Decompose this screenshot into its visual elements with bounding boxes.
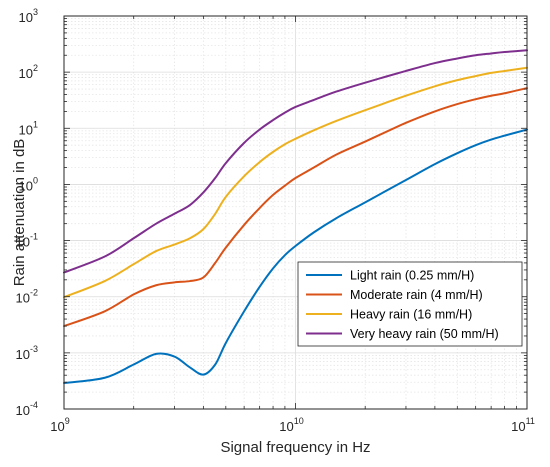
series-line-3 — [63, 66, 528, 299]
y-tick-label: 10-2 — [16, 288, 38, 306]
legend: Light rain (0.25 mm/H) Moderate rain (4 m… — [297, 261, 523, 347]
x-tick-label: 109 — [50, 416, 69, 434]
y-tick-label: 100 — [19, 175, 38, 193]
y-tick-label: 10-4 — [16, 400, 38, 418]
y-tick-label: 10-3 — [16, 344, 38, 362]
series-line-1 — [63, 128, 528, 385]
y-tick-label: 101 — [19, 119, 38, 137]
legend-label: Moderate rain (4 mm/H) — [350, 288, 483, 302]
legend-label: Heavy rain (16 mm/H) — [350, 308, 472, 322]
tick-labels: 109 1010 1011 10-4 10-3 10-2 10-1 100 101 102 103 — [16, 7, 535, 434]
y-axis-label: Rain attenuation in dB — [11, 139, 28, 287]
y-tick-label: 10-1 — [16, 232, 38, 250]
grid — [64, 16, 527, 409]
x-axis-label: Signal frequency in Hz — [220, 439, 370, 456]
y-tick-label: 102 — [19, 63, 38, 81]
axis-ticks — [63, 16, 527, 410]
x-tick-label: 1011 — [511, 416, 535, 434]
legend-label: Light rain (0.25 mm/H) — [350, 269, 474, 283]
legend-label: Very heavy rain (50 mm/H) — [350, 327, 499, 341]
y-tick-label: 103 — [19, 7, 38, 25]
series-line-2 — [63, 87, 528, 328]
series-lines — [63, 49, 528, 385]
x-tick-label: 1010 — [279, 416, 303, 434]
series-line-4 — [63, 49, 528, 274]
